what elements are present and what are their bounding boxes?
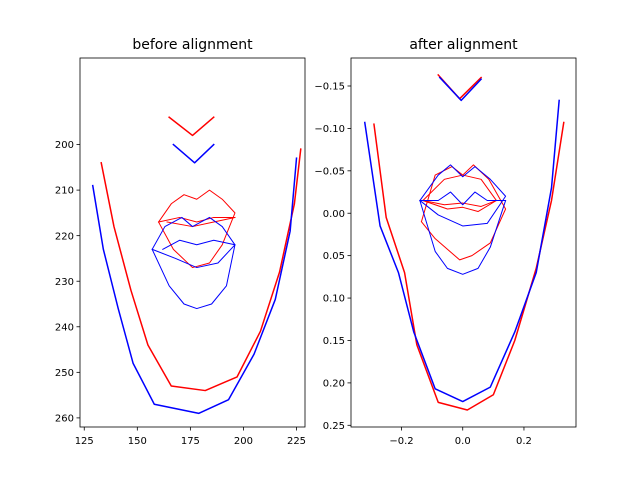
series-line-10 xyxy=(162,239,236,251)
series-line-6 xyxy=(91,157,298,415)
series-line-11 xyxy=(419,191,507,206)
series-line-7 xyxy=(172,143,215,164)
chart-title-after-alignment: after alignment xyxy=(409,37,518,53)
y-tick-label: 0.15 xyxy=(323,336,345,347)
y-tick-label: 240 xyxy=(55,322,74,333)
series-line-6 xyxy=(422,199,498,213)
y-tick-label: 220 xyxy=(55,231,74,242)
series-line-1 xyxy=(100,148,302,392)
series-line-10 xyxy=(419,199,507,275)
series-line-8 xyxy=(151,216,236,269)
axes-frame xyxy=(350,57,577,428)
series-line-3 xyxy=(420,164,507,261)
x-tick-label: 175 xyxy=(181,436,200,447)
series-line-4 xyxy=(157,216,236,223)
series-line-7 xyxy=(363,99,560,403)
y-tick-label: 210 xyxy=(55,186,74,197)
y-tick-label: 0.20 xyxy=(323,378,345,389)
x-tick-label: 200 xyxy=(234,436,253,447)
y-tick-label: 250 xyxy=(55,368,74,379)
series-line-9 xyxy=(419,164,507,227)
x-tick-label: −0.2 xyxy=(389,436,413,447)
y-tick-label: −0.05 xyxy=(314,166,345,177)
x-tick-label: 150 xyxy=(128,436,147,447)
axes-frame xyxy=(79,57,306,428)
x-tick-label: 125 xyxy=(75,436,94,447)
axes-before-alignment: before alignment 125 150 175 200 225 200 210 22… xyxy=(55,37,306,447)
x-tick-label: 0.0 xyxy=(455,436,471,447)
y-tick-label: 0.10 xyxy=(323,294,345,305)
x-tick-label: 225 xyxy=(287,436,306,447)
series-line-5 xyxy=(422,199,498,207)
y-tick-label: 200 xyxy=(55,140,74,151)
series-line-8 xyxy=(438,76,483,102)
series-line-5 xyxy=(166,216,236,228)
axes-after-alignment: after alignment −0.2 0.0 0.2 −0.15 −0.10 −0.0… xyxy=(314,37,577,447)
y-tick-label: 0.05 xyxy=(323,251,345,262)
y-tick-label: 230 xyxy=(55,277,74,288)
series-group xyxy=(91,116,302,415)
chart-title-before-alignment: before alignment xyxy=(132,37,253,53)
y-tick-label: −0.10 xyxy=(314,124,345,135)
series-group xyxy=(363,73,565,411)
y-tick-label: 0.00 xyxy=(323,209,345,220)
x-tick-label: 0.2 xyxy=(516,436,532,447)
series-line-9 xyxy=(151,244,236,310)
y-tick-label: −0.15 xyxy=(314,82,345,93)
y-tick-label: 260 xyxy=(55,413,74,424)
series-line-4 xyxy=(422,174,498,202)
series-line-2 xyxy=(168,116,215,137)
y-tick-label: 0.25 xyxy=(323,421,345,432)
